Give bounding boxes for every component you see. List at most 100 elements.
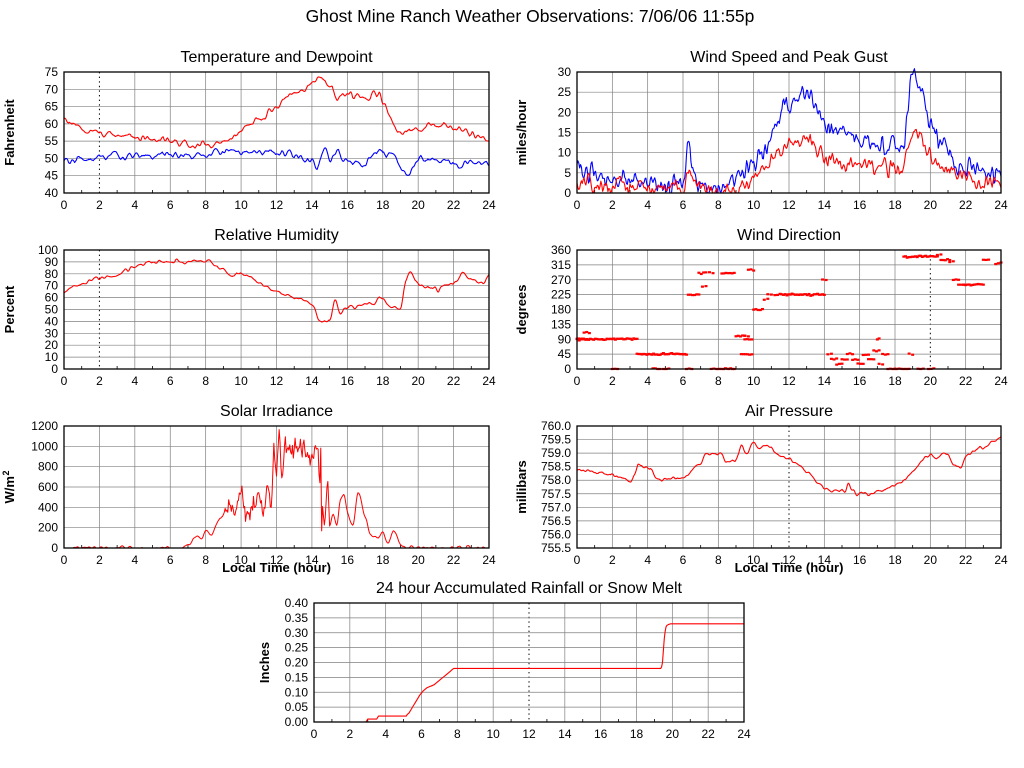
svg-text:18: 18 (376, 553, 390, 567)
svg-text:16: 16 (341, 198, 355, 210)
svg-text:5: 5 (564, 166, 571, 180)
svg-text:8: 8 (202, 374, 209, 386)
svg-text:miles/hour: miles/hour (514, 100, 529, 166)
svg-text:12: 12 (782, 374, 796, 386)
svg-text:360: 360 (551, 243, 571, 257)
svg-text:100: 100 (38, 243, 58, 257)
svg-text:18: 18 (376, 374, 390, 386)
svg-text:758.5: 758.5 (541, 460, 571, 474)
svg-text:12: 12 (270, 374, 284, 386)
svg-text:6: 6 (680, 374, 687, 386)
svg-text:12: 12 (522, 727, 536, 741)
svg-text:200: 200 (38, 521, 58, 535)
svg-text:24: 24 (994, 553, 1008, 567)
svg-text:20: 20 (411, 374, 425, 386)
svg-text:0: 0 (61, 553, 68, 567)
svg-text:0: 0 (574, 553, 581, 567)
svg-text:10: 10 (234, 198, 248, 210)
svg-text:0.40: 0.40 (285, 596, 309, 610)
svg-text:10: 10 (747, 374, 761, 386)
svg-text:18: 18 (630, 727, 644, 741)
svg-text:756.0: 756.0 (541, 527, 571, 541)
svg-text:8: 8 (715, 374, 722, 386)
svg-text:4: 4 (131, 553, 138, 567)
svg-text:14: 14 (818, 198, 832, 210)
svg-text:10: 10 (234, 374, 248, 386)
svg-text:757.5: 757.5 (541, 487, 571, 501)
svg-text:14: 14 (305, 374, 319, 386)
svg-text:20: 20 (411, 198, 425, 210)
svg-text:12: 12 (782, 198, 796, 210)
svg-text:24: 24 (482, 198, 496, 210)
svg-text:759.5: 759.5 (541, 433, 571, 447)
svg-text:Temperature and Dewpoint: Temperature and Dewpoint (180, 49, 373, 66)
svg-text:315: 315 (551, 258, 571, 272)
svg-text:16: 16 (341, 374, 355, 386)
svg-text:22: 22 (701, 727, 715, 741)
svg-text:0: 0 (564, 362, 571, 376)
svg-text:22: 22 (447, 374, 461, 386)
svg-text:20: 20 (924, 198, 938, 210)
svg-text:8: 8 (202, 553, 209, 567)
svg-text:22: 22 (959, 553, 973, 567)
svg-text:18: 18 (888, 198, 902, 210)
svg-text:1200: 1200 (31, 419, 58, 433)
svg-text:760.0: 760.0 (541, 419, 571, 433)
svg-text:Relative Humidity: Relative Humidity (214, 227, 338, 244)
svg-text:20: 20 (558, 105, 572, 119)
svg-text:0: 0 (311, 727, 318, 741)
svg-text:22: 22 (447, 198, 461, 210)
svg-text:6: 6 (167, 198, 174, 210)
svg-text:22: 22 (959, 198, 973, 210)
svg-text:12: 12 (270, 198, 284, 210)
svg-text:4: 4 (644, 553, 651, 567)
svg-text:0.15: 0.15 (285, 670, 309, 684)
svg-text:400: 400 (38, 500, 58, 514)
svg-text:18: 18 (376, 198, 390, 210)
svg-text:25: 25 (558, 85, 572, 99)
svg-text:Wind Speed and Peak Gust: Wind Speed and Peak Gust (690, 49, 888, 66)
svg-text:14: 14 (305, 198, 319, 210)
svg-text:8: 8 (454, 727, 461, 741)
svg-text:70: 70 (45, 82, 59, 96)
svg-text:45: 45 (45, 169, 59, 183)
svg-text:0.35: 0.35 (285, 611, 309, 625)
svg-text:6: 6 (418, 727, 425, 741)
svg-text:20: 20 (924, 553, 938, 567)
svg-text:55: 55 (45, 134, 59, 148)
svg-text:4: 4 (644, 198, 651, 210)
svg-text:2: 2 (609, 198, 616, 210)
svg-text:6: 6 (680, 553, 687, 567)
svg-text:20: 20 (666, 727, 680, 741)
svg-text:22: 22 (959, 374, 973, 386)
svg-text:4: 4 (131, 198, 138, 210)
svg-text:15: 15 (558, 126, 572, 140)
svg-text:millibars: millibars (514, 460, 529, 513)
svg-text:Local Time (hour): Local Time (hour) (735, 560, 844, 575)
svg-text:759.0: 759.0 (541, 446, 571, 460)
svg-text:6: 6 (167, 553, 174, 567)
svg-text:10: 10 (486, 727, 500, 741)
svg-text:0.25: 0.25 (285, 641, 309, 655)
svg-text:2: 2 (609, 553, 616, 567)
svg-text:0: 0 (61, 198, 68, 210)
svg-text:0: 0 (61, 374, 68, 386)
svg-text:8: 8 (715, 553, 722, 567)
svg-text:16: 16 (853, 553, 867, 567)
svg-text:0.30: 0.30 (285, 626, 309, 640)
svg-text:40: 40 (45, 314, 59, 328)
svg-text:24: 24 (482, 374, 496, 386)
svg-text:2: 2 (96, 198, 103, 210)
svg-text:0.05: 0.05 (285, 700, 309, 714)
svg-text:Inches: Inches (257, 642, 272, 683)
svg-text:14: 14 (558, 727, 572, 741)
svg-text:24 hour Accumulated Rainfall o: 24 hour Accumulated Rainfall or Snow Mel… (376, 580, 682, 597)
svg-text:65: 65 (45, 100, 59, 114)
svg-text:0.00: 0.00 (285, 715, 309, 729)
svg-text:225: 225 (551, 288, 571, 302)
svg-text:Solar Irradiance: Solar Irradiance (220, 403, 333, 420)
svg-text:135: 135 (551, 317, 571, 331)
svg-text:2: 2 (609, 374, 616, 386)
svg-text:8: 8 (202, 198, 209, 210)
svg-text:800: 800 (38, 460, 58, 474)
